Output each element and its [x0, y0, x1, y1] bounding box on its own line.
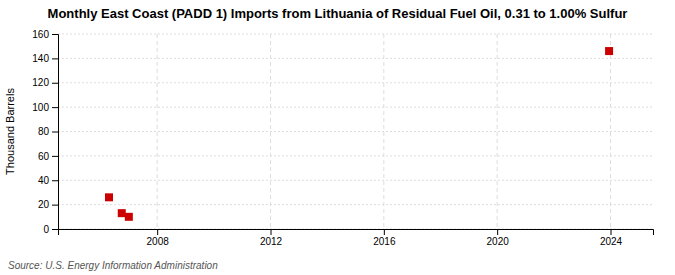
points — [105, 47, 613, 221]
tick: 160 — [32, 29, 58, 40]
tick-label: 20 — [38, 199, 50, 210]
tick-label: 80 — [38, 126, 50, 137]
grid-line — [58, 82, 653, 83]
point — [125, 213, 133, 221]
tick-label: 160 — [32, 29, 49, 40]
grid-line — [157, 34, 158, 229]
tick-label: 60 — [38, 151, 50, 162]
axis-line — [52, 35, 59, 230]
chart: Monthly East Coast (PADD 1) Imports from… — [0, 0, 675, 275]
y-axis-title: Thousand Barrels — [4, 88, 16, 175]
source: Source: U.S. Energy Information Administ… — [8, 260, 218, 271]
plot: 2008 2012 2016 2020 2024 0 20 40 60 80 100 120 140 16… — [32, 29, 653, 247]
y-axis: 0 20 40 60 80 100 120 140 160 — [32, 29, 58, 235]
tick-label: 120 — [32, 77, 49, 88]
grid-line — [58, 131, 653, 132]
tick-label: 100 — [32, 102, 49, 113]
title: Monthly East Coast (PADD 1) Imports from… — [48, 6, 628, 21]
tick-mark — [52, 229, 58, 230]
tick-mark — [611, 229, 612, 235]
tick: 20 — [38, 199, 58, 210]
grid-line — [58, 107, 653, 108]
tick-label: 2016 — [373, 236, 396, 247]
tick: 40 — [38, 175, 58, 186]
tick: 120 — [32, 77, 58, 88]
grid-line — [58, 155, 653, 156]
tick-mark — [52, 34, 58, 35]
point — [605, 47, 613, 55]
point — [105, 193, 113, 201]
tick-mark — [52, 156, 58, 157]
tick-label: 40 — [38, 175, 50, 186]
tick: 60 — [38, 151, 58, 162]
grid — [58, 34, 653, 229]
tick: 2024 — [600, 229, 623, 247]
tick-mark — [52, 58, 58, 59]
tick: 2012 — [260, 229, 283, 247]
tick: 2008 — [147, 229, 170, 247]
tick: 140 — [32, 53, 58, 64]
tick-mark — [52, 132, 58, 133]
tick: 100 — [32, 102, 58, 113]
tick-label: 140 — [32, 53, 49, 64]
grid-line — [270, 34, 271, 229]
grid-line — [383, 34, 384, 229]
tick-mark — [52, 180, 58, 181]
grid-line — [58, 204, 653, 205]
tick: 0 — [43, 224, 58, 235]
tick: 2016 — [373, 229, 396, 247]
tick-mark — [52, 107, 58, 108]
tick: 80 — [38, 126, 58, 137]
axis-line — [59, 230, 654, 236]
grid-line — [610, 34, 611, 229]
tick: 2020 — [487, 229, 510, 247]
tick-mark — [384, 229, 385, 235]
tick-mark — [52, 83, 58, 84]
point — [118, 209, 126, 217]
grid-line — [497, 34, 498, 229]
tick-mark — [497, 229, 498, 235]
tick-label: 2008 — [147, 236, 170, 247]
tick-mark — [271, 229, 272, 235]
x-axis: 2008 2012 2016 2020 2024 — [59, 229, 654, 247]
grid-line — [58, 180, 653, 181]
tick-mark — [52, 205, 58, 206]
tick-label: 0 — [43, 224, 49, 235]
grid-line — [58, 58, 653, 59]
tick-label: 2012 — [260, 236, 283, 247]
grid-line — [58, 34, 653, 35]
tick-mark — [157, 229, 158, 235]
tick-label: 2024 — [600, 236, 623, 247]
tick-label: 2020 — [487, 236, 510, 247]
